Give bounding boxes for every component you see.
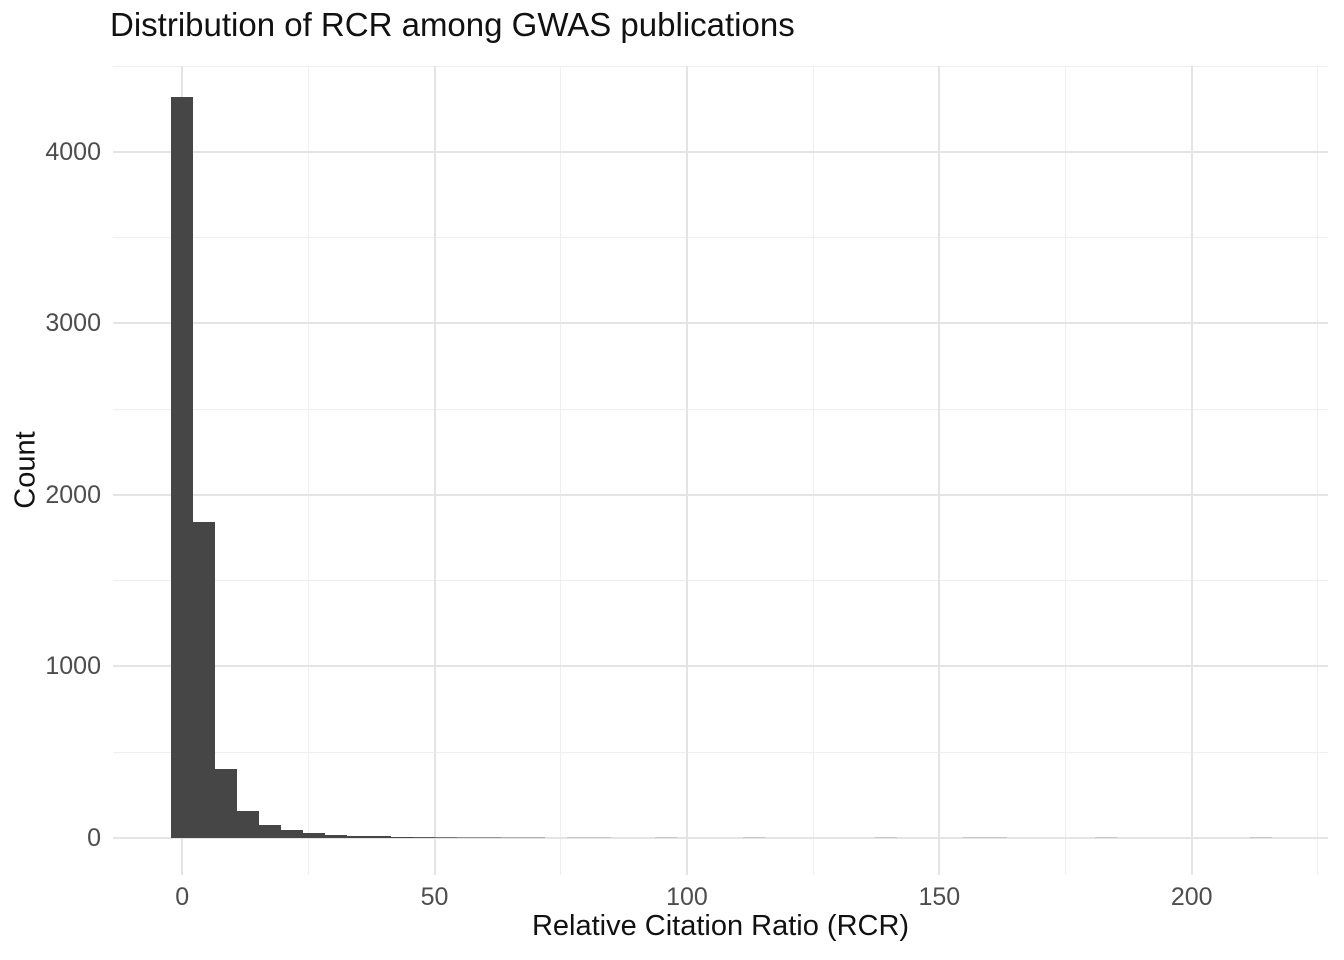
histogram-bar [281,830,304,838]
histogram-bar [479,836,502,838]
y-minor-gridline [113,65,1328,67]
y-tick-label: 1000 [45,652,101,681]
histogram-bar [963,836,986,838]
x-axis-title: Relative Citation Ratio (RCR) [531,910,910,942]
plot-panel [113,65,1328,875]
x-tick-label: 50 [420,883,449,911]
x-major-gridline [938,66,941,875]
x-major-gridline [685,66,688,875]
y-major-gridline [113,836,1328,839]
histogram-bar [1249,836,1272,838]
x-tick-label: 150 [918,883,961,911]
x-minor-gridline [812,66,814,875]
y-major-gridline [113,665,1328,668]
histogram-bar [325,834,348,838]
histogram-bar [1095,836,1118,838]
histogram-bar [347,835,370,838]
histogram-bar [985,836,1008,838]
y-minor-gridline [113,751,1328,753]
x-tick-label: 100 [666,883,708,911]
y-minor-gridline [113,237,1328,239]
histogram-bar [259,824,282,838]
histogram-bar [501,836,524,838]
x-minor-gridline [1065,66,1066,875]
histogram-bar [875,836,898,838]
x-minor-gridline [560,66,562,875]
histogram-bar [743,836,766,838]
histogram-bar [369,836,392,838]
histogram-bar [523,836,546,838]
y-tick-label: 3000 [45,309,101,338]
histogram-bar [391,836,414,838]
histogram-bar [215,769,238,838]
y-minor-gridline [113,408,1328,410]
x-tick-label: 200 [1170,883,1213,911]
y-major-gridline [113,493,1328,496]
histogram-bar [303,832,326,838]
histogram-bar [589,836,612,838]
y-tick-label: 2000 [45,480,101,509]
chart-title: Distribution of RCR among GWAS publicati… [110,6,795,43]
histogram-bar [435,836,458,838]
x-minor-gridline [1317,66,1319,875]
histogram-bar [171,97,194,838]
histogram-bar [457,836,480,838]
y-tick-label: 4000 [45,137,101,166]
histogram-bar [655,836,678,838]
x-minor-gridline [307,66,309,875]
y-tick-label: 0 [87,823,101,852]
histogram-bar [237,810,260,838]
histogram-bar [413,836,436,838]
y-major-gridline [113,322,1328,325]
y-major-gridline [113,150,1328,153]
x-major-gridline [1190,66,1193,875]
histogram-bar [193,522,216,838]
histogram-bar [567,836,590,838]
y-minor-gridline [113,580,1328,582]
x-tick-label: 0 [175,883,190,911]
x-major-gridline [433,66,436,875]
